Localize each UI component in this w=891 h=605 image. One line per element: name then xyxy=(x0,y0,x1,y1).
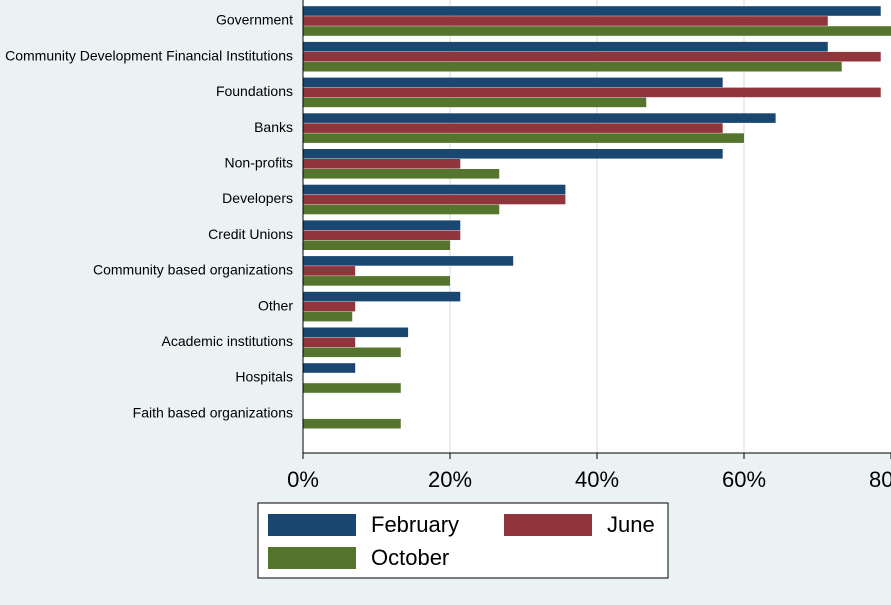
bar xyxy=(303,204,500,215)
bar xyxy=(303,194,566,205)
bar xyxy=(303,256,514,266)
bar xyxy=(303,311,353,322)
y-tick-label: Other xyxy=(258,297,293,313)
bar xyxy=(303,301,356,312)
x-tick-label: 20% xyxy=(428,467,472,492)
bar xyxy=(303,276,450,286)
labels: 0% 20% 40% 60% 80% Government Community Develo… xyxy=(5,12,891,492)
legend-swatch xyxy=(504,514,592,536)
x-tick-label: 0% xyxy=(287,467,319,492)
bar xyxy=(303,347,401,358)
y-tick-label: Banks xyxy=(254,119,293,135)
bar xyxy=(303,51,881,62)
bar xyxy=(303,26,891,36)
bar xyxy=(303,6,881,16)
bar xyxy=(303,169,500,179)
bar xyxy=(303,220,461,230)
bar xyxy=(303,61,842,72)
y-tick-label: Government xyxy=(216,12,293,28)
y-tick-label: Hospitals xyxy=(235,369,293,385)
legend-label: February xyxy=(371,512,459,537)
bar xyxy=(303,77,723,88)
bar xyxy=(303,240,450,250)
x-tick-label: 60% xyxy=(722,467,766,492)
bar xyxy=(303,123,723,133)
bar xyxy=(303,113,776,123)
bar xyxy=(303,266,356,276)
legend-items: February June October xyxy=(268,512,655,570)
y-tick-label: Faith based organizations xyxy=(133,404,293,420)
y-tick-label: Community Development Financial Institut… xyxy=(5,47,293,63)
x-tick-label: 40% xyxy=(575,467,619,492)
bar xyxy=(303,87,881,98)
bar xyxy=(303,16,828,26)
y-tick-label: Non-profits xyxy=(225,155,293,171)
y-tick-label: Academic institutions xyxy=(161,333,293,349)
bar xyxy=(303,133,744,143)
legend-label: October xyxy=(371,545,449,570)
bar xyxy=(303,41,828,52)
bar xyxy=(303,363,356,373)
bar xyxy=(303,327,409,338)
x-tick-label: 80% xyxy=(869,467,891,492)
y-tick-label: Community based organizations xyxy=(93,262,293,278)
bar xyxy=(303,97,647,108)
bar xyxy=(303,184,566,195)
bar xyxy=(303,291,461,302)
y-tick-label: Foundations xyxy=(216,83,293,99)
bar xyxy=(303,418,401,429)
legend-swatch xyxy=(268,514,356,536)
bars xyxy=(303,6,891,429)
bar xyxy=(303,337,356,348)
bar xyxy=(303,159,461,169)
bar xyxy=(303,230,461,240)
bar xyxy=(303,383,401,393)
legend-swatch xyxy=(268,547,356,569)
legend-label: June xyxy=(607,512,655,537)
y-tick-label: Credit Unions xyxy=(208,226,293,242)
y-tick-label: Developers xyxy=(222,190,293,206)
bar xyxy=(303,149,723,159)
